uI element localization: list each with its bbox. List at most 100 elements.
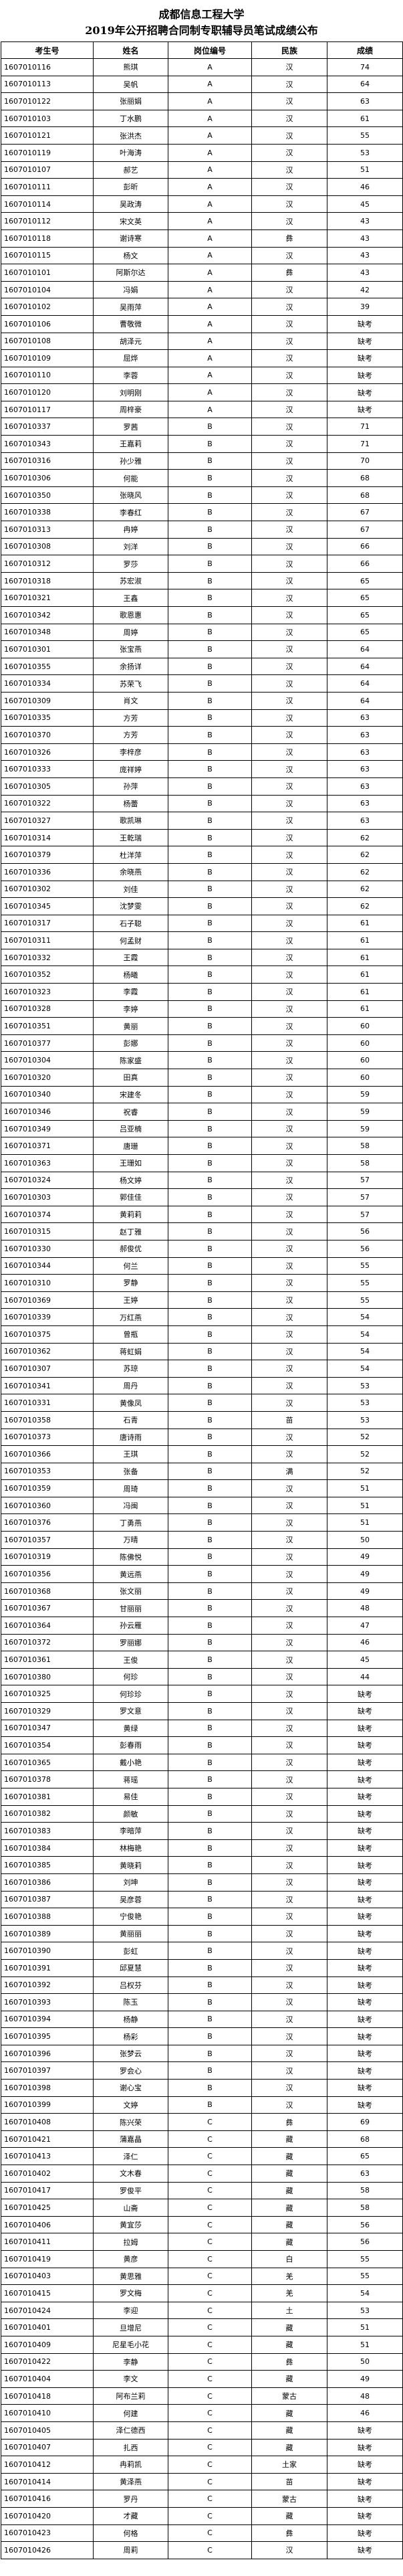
name: 黄宜莎 [93,2215,168,2234]
score: 缺考 [327,383,403,401]
candidate-id: 1607010313 [1,521,94,539]
row: 1607010303 郭佳佳 B 汉 57 [1,1188,403,1206]
ethnicity: 汉 [251,640,327,658]
score: 缺考 [327,1753,403,1772]
row: 1607010366 王琪 B 汉 52 [1,1445,403,1463]
row: 1607010308 刘洋 B 汉 66 [1,537,403,556]
candidate-id: 1607010114 [1,195,94,213]
position: A [168,366,252,385]
score: 缺考 [327,2541,403,2559]
ethnicity: 汉 [251,366,327,385]
name: 王珊如 [93,1154,168,1172]
ethnicity: 汉 [251,1034,327,1052]
position: B [168,1291,252,1309]
candidate-id: 1607010340 [1,1085,94,1104]
candidate-id: 1607010310 [1,1274,94,1292]
ethnicity: 藏 [251,2318,327,2336]
candidate-id: 1607010348 [1,623,94,642]
ethnicity: 汉 [251,691,327,710]
position: B [168,846,252,864]
candidate-id: 1607010115 [1,246,94,265]
position: B [168,1445,252,1463]
candidate-id: 1607010314 [1,828,94,847]
score: 46 [327,2404,403,2422]
row: 1607010401 旦增尼 C 藏 51 [1,2318,403,2336]
row: 1607010311 何孟财 B 汉 61 [1,931,403,949]
score: 49 [327,1582,403,1600]
row: 1607010410 何建 C 藏 46 [1,2404,403,2422]
row: 1607010328 李婷 B 汉 61 [1,1000,403,1018]
ethnicity: 汉 [251,1651,327,1669]
name: 吴彦蓉 [93,1890,168,1909]
ethnicity: 汉 [251,1291,327,1309]
name: 蒲嘉晶 [93,2130,168,2148]
name: 张宝燕 [93,640,168,658]
ethnicity: 汉 [251,1342,327,1361]
ethnicity: 汉 [251,2027,327,2045]
row: 1607010377 彭娜 B 汉 60 [1,1034,403,1052]
candidate-id: 1607010108 [1,332,94,351]
score: 60 [327,1069,403,1087]
position: C [168,2318,252,2336]
candidate-id: 1607010413 [1,2147,94,2166]
score: 缺考 [327,2472,403,2491]
row: 1607010380 何珍 B 汉 44 [1,1667,403,1686]
score: 65 [327,571,403,590]
name: 苏宏淑 [93,571,168,590]
ethnicity: 汉 [251,571,327,590]
ethnicity: 汉 [251,435,327,453]
score: 39 [327,298,403,316]
score: 55 [327,2250,403,2268]
name: 苏琼 [93,1360,168,1378]
ethnicity: 满 [251,1462,327,1481]
position: B [168,2079,252,2097]
score: 缺考 [327,2010,403,2029]
ethnicity: 汉 [251,1239,327,1258]
candidate-id: 1607010351 [1,1017,94,1035]
position: B [168,1908,252,1926]
ethnicity: 汉 [251,349,327,367]
position: B [168,1342,252,1361]
ethnicity: 汉 [251,983,327,1001]
candidate-id: 1607010109 [1,349,94,367]
position: B [168,1993,252,2011]
position: A [168,229,252,248]
name: 黄彦 [93,2250,168,2268]
candidate-id: 1607010357 [1,1531,94,1549]
position: A [168,246,252,265]
score: 缺考 [327,1873,403,1892]
ethnicity: 彝 [251,229,327,248]
row: 1607010323 李霞 B 汉 61 [1,983,403,1001]
ethnicity: 汉 [251,862,327,881]
ethnicity: 汉 [251,2541,327,2559]
name: 王乾瑞 [93,828,168,847]
position: B [168,674,252,693]
ethnicity: 汉 [251,178,327,196]
ethnicity: 汉 [251,1085,327,1104]
position: B [168,1222,252,1240]
position: C [168,2335,252,2354]
candidate-id: 1607010332 [1,948,94,967]
score: 缺考 [327,314,403,333]
ethnicity: 汉 [251,452,327,470]
position: B [168,589,252,607]
row: 1607010368 张文丽 B 汉 49 [1,1582,403,1600]
row: 1607010397 罗会心 B 汉缺考 [1,2061,403,2080]
row: 1607010347 黄绿 B 汉缺考 [1,1719,403,1738]
position: B [168,983,252,1001]
name: 丁水鹏 [93,109,168,128]
position: B [168,1633,252,1652]
score: 58 [327,1154,403,1172]
name: 刘坤 [93,1873,168,1892]
name: 吴帆 [93,75,168,94]
candidate-id: 1607010354 [1,1736,94,1754]
candidate-id: 1607010359 [1,1479,94,1497]
candidate-id: 1607010308 [1,537,94,556]
ethnicity: 汉 [251,2096,327,2114]
ethnicity: 汉 [251,314,327,333]
ethnicity: 汉 [251,965,327,984]
ethnicity: 汉 [251,298,327,316]
score: 55 [327,126,403,145]
row: 1607010363 王珊如 B 汉 58 [1,1154,403,1172]
name: 彭昕 [93,178,168,196]
